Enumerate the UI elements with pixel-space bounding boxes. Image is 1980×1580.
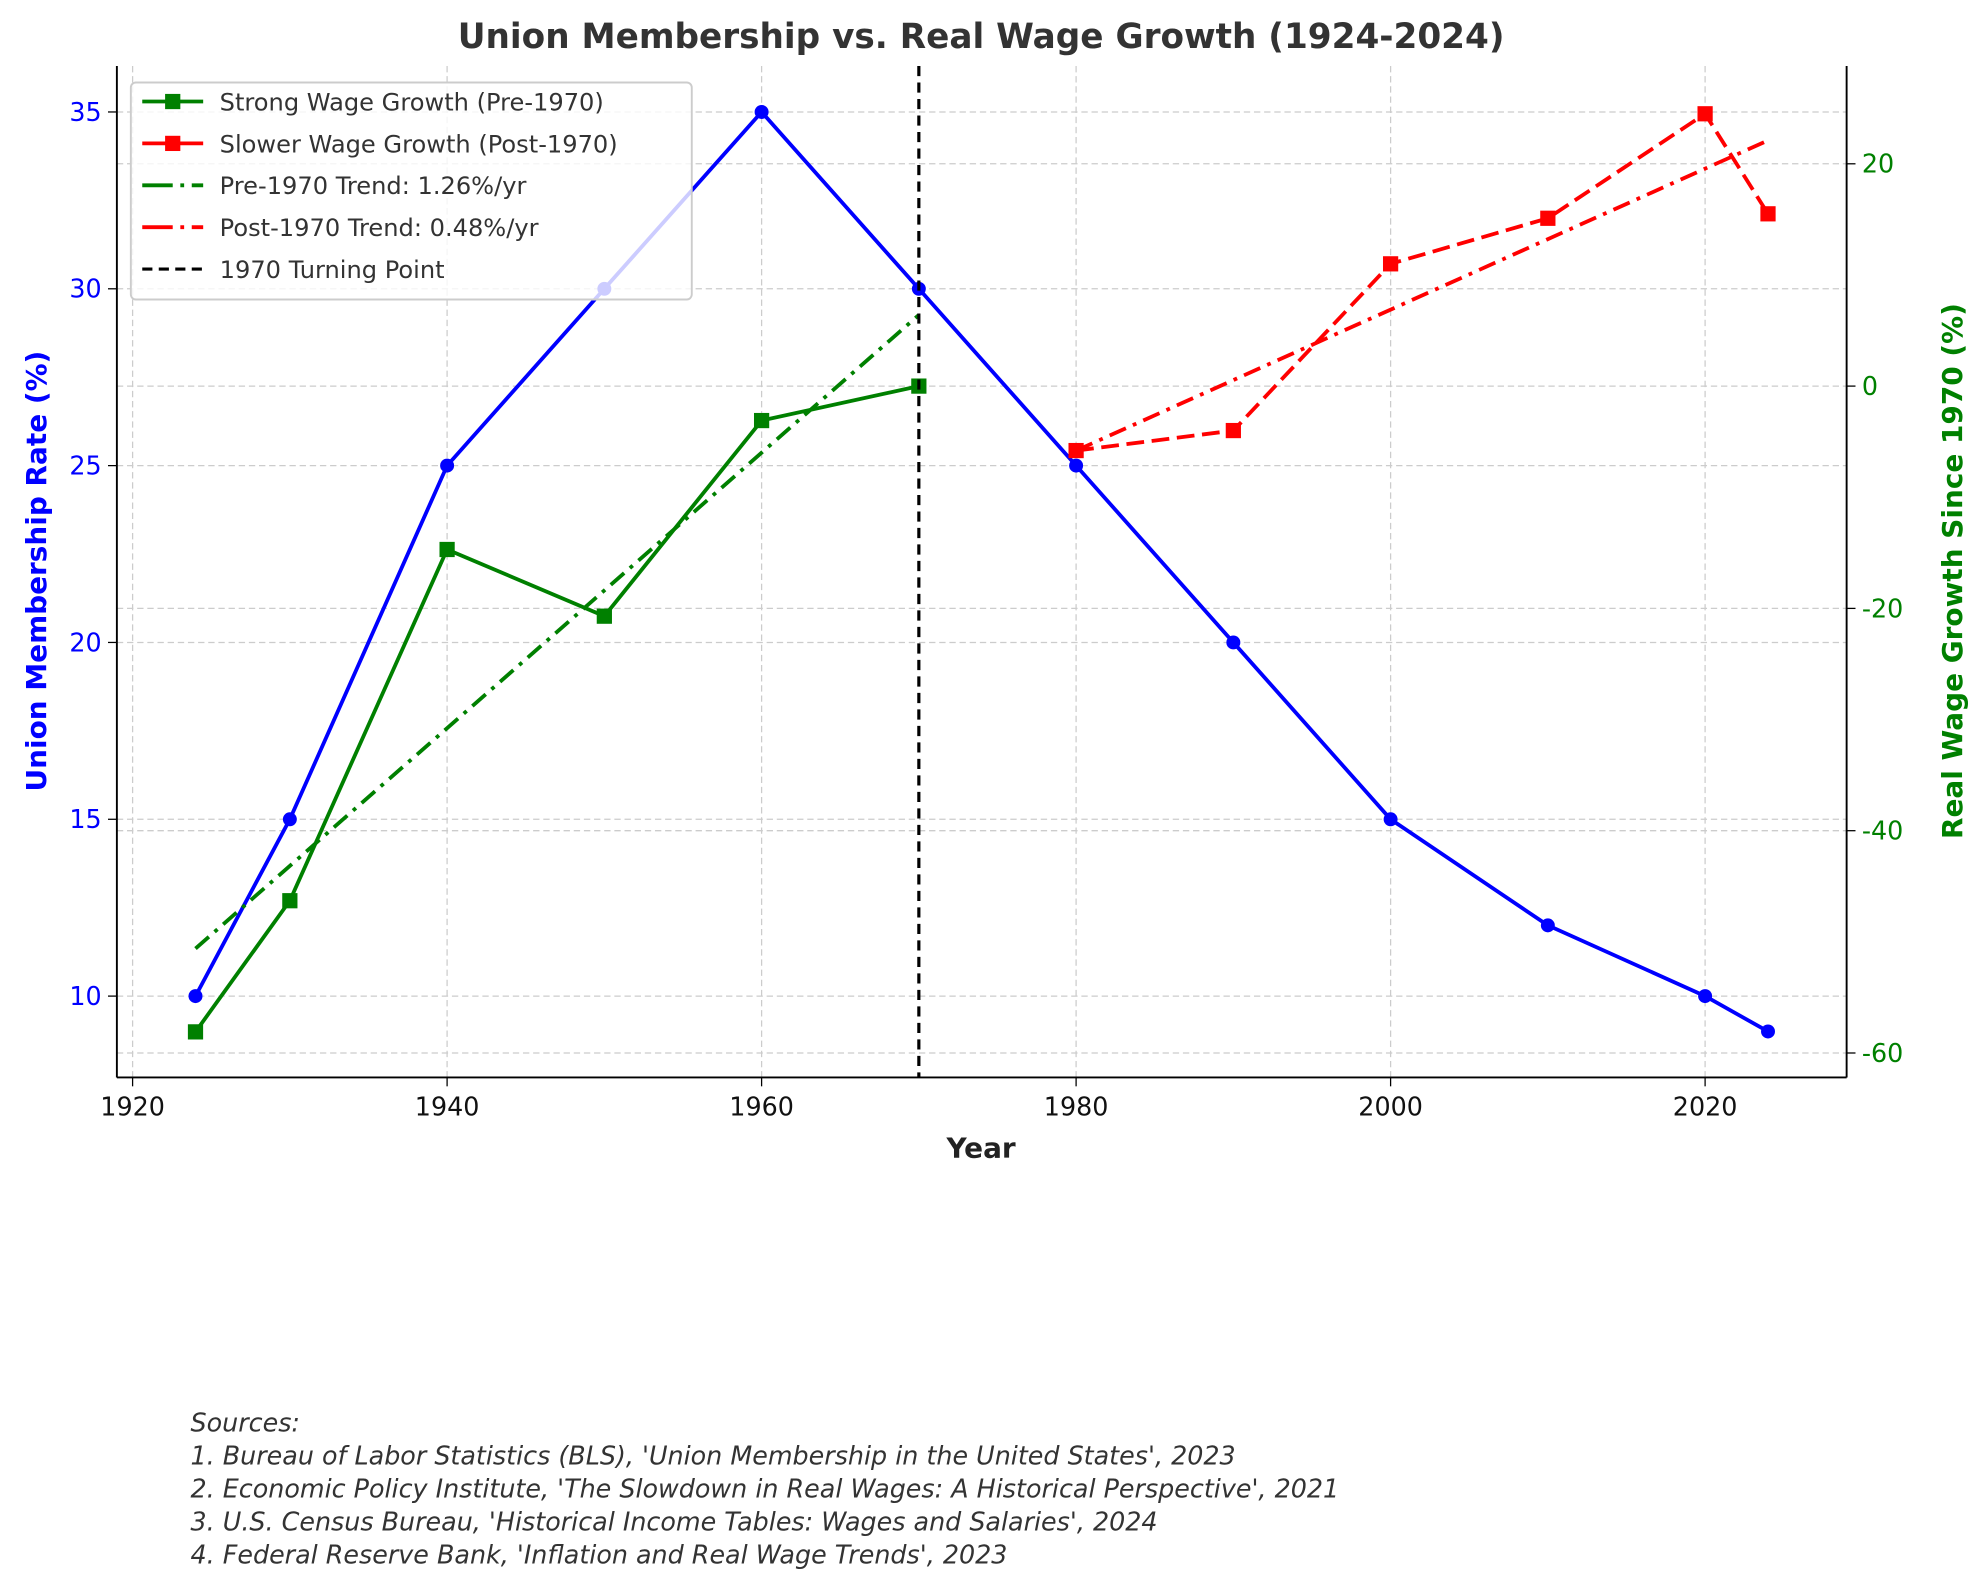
source-line: 2. Economic Policy Institute, 'The Slowd… [190,1474,1339,1504]
data-point [754,104,769,119]
series-post-dashdot [1075,138,1769,453]
series-line [193,384,920,1033]
legend: Strong Wage Growth (Pre-1970) Slower Wage… [129,81,693,301]
axes: 1920 1940 1960 1980 2000 2020 10 15 20 25 30 35 -60 -… [69,65,1903,1122]
series-pre-solid-square [187,378,927,1040]
x-tick-label: 1920 [100,1092,165,1122]
source-line: 4. Federal Reserve Bank, 'Inflation and … [190,1540,1007,1570]
legend-marker [165,135,181,152]
data-point [1540,918,1555,933]
y-right-tick-label: 0 [1862,371,1878,401]
data-point [1226,635,1241,650]
data-point [753,412,770,429]
y-left-tick-label: 10 [69,981,101,1011]
data-point [188,989,203,1004]
series-line [1075,138,1769,453]
data-point [1760,206,1776,222]
data-point [439,541,455,558]
legend-box [129,81,693,301]
data-point [1761,1024,1775,1039]
x-tick-label: 1960 [729,1092,794,1122]
series-post-dashed-square [1068,106,1776,459]
y-axis-left-label: Union Membership Rate (%) [20,351,53,792]
sources-note: Sources:1. Bureau of Labor Statistics (B… [190,1408,1339,1570]
y-axis-right-label: Real Wage Growth Since 1970 (%) [1936,303,1969,839]
source-line: Sources: [190,1408,299,1438]
x-axis-label: Year [946,1131,1016,1164]
source-line: 1. Bureau of Labor Statistics (BLS), 'Un… [190,1441,1235,1471]
x-tick-label: 2000 [1358,1092,1423,1122]
y-left-tick-label: 20 [69,627,101,657]
data-point [1382,256,1399,272]
y-left-tick-label: 35 [69,97,101,127]
legend-label: Pre-1970 Trend: 1.26%/yr [220,172,527,200]
legend-marker [165,93,181,110]
y-right-tick-label: -60 [1862,1038,1903,1068]
y-left-tick-label: 25 [69,451,101,481]
series-layer [187,65,1776,1078]
data-point [1225,422,1241,439]
data-point [596,608,612,624]
y-left-tick-label: 30 [69,274,101,304]
data-point [1383,812,1398,827]
x-tick-label: 1940 [415,1092,480,1122]
y-right-tick-label: -20 [1862,593,1903,623]
y-left-tick-label: 15 [69,804,101,834]
series-line [1075,111,1770,453]
data-point [187,1024,204,1040]
legend-label: Post-1970 Trend: 0.48%/yr [220,214,539,242]
legend-label: Slower Wage Growth (Post-1970) [220,130,618,158]
data-point [440,458,455,473]
x-tick-label: 2020 [1673,1092,1738,1122]
data-point [282,812,297,827]
data-point [1697,106,1713,122]
data-point [1698,989,1713,1004]
x-tick-label: 1980 [1044,1092,1109,1122]
series-line [193,109,1769,1034]
data-point [1069,458,1084,473]
series-pre-dashdot [194,313,921,950]
legend-label: Strong Wage Growth (Pre-1970) [220,88,604,116]
data-point [282,893,298,909]
source-line: 3. U.S. Census Bureau, 'Historical Incom… [190,1507,1157,1537]
data-point [1540,210,1556,226]
y-right-tick-label: 20 [1862,149,1894,179]
series-line [194,313,921,950]
chart-title: Union Membership vs. Real Wage Growth (1… [458,17,1505,57]
y-right-tick-label: -40 [1862,816,1903,846]
legend-label: 1970 Turning Point [220,256,445,284]
